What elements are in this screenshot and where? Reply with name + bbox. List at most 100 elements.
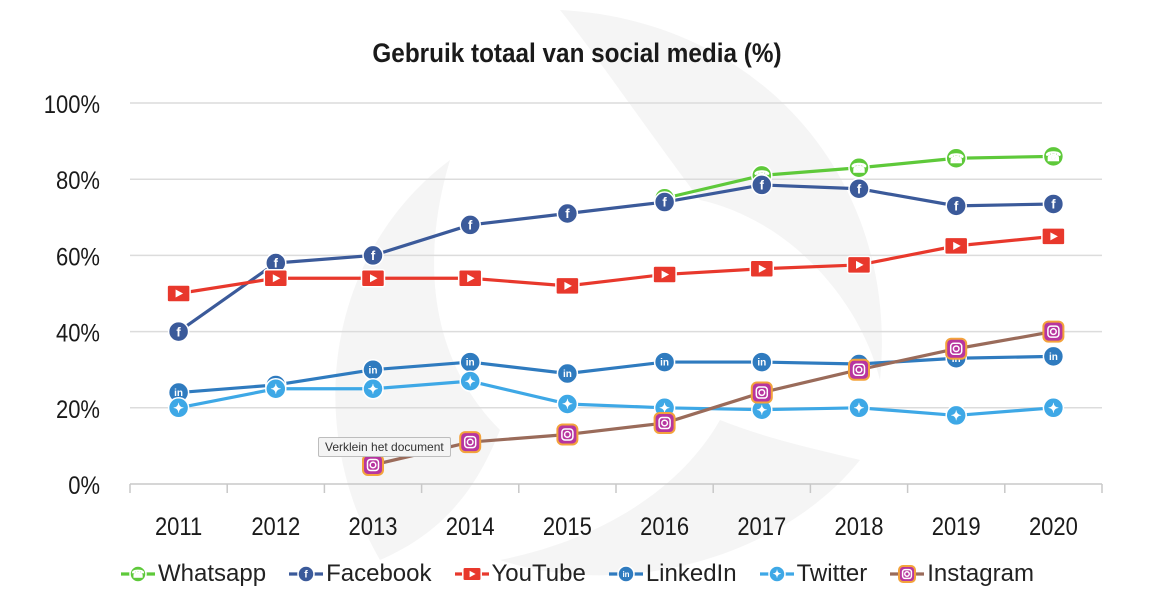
legend-label: Whatsapp [158, 560, 267, 587]
legend: ☎ Whatsapp f Facebook YouTube in LinkedIn ✦ Twit… [0, 560, 1154, 588]
x-tick-label: 2012 [251, 513, 300, 541]
data-point-linkedin: in [751, 351, 773, 373]
x-tick-label: 2020 [1029, 513, 1078, 541]
x-tick-label: 2017 [737, 513, 786, 541]
svg-text:f: f [954, 199, 959, 214]
legend-label: Facebook [326, 560, 432, 587]
data-point-facebook: f [556, 202, 579, 225]
data-point-youtube [652, 265, 677, 284]
svg-text:✦: ✦ [756, 402, 767, 417]
linkedin-icon: in [608, 565, 643, 583]
instagram-icon [890, 565, 925, 583]
legend-label: YouTube [491, 560, 586, 587]
data-point-youtube [166, 284, 191, 303]
svg-text:f: f [760, 178, 765, 193]
svg-text:✦: ✦ [854, 400, 865, 415]
data-point-instagram [653, 412, 676, 435]
data-point-linkedin: in [362, 358, 384, 381]
data-point-whatsapp: ☎ [1042, 145, 1065, 168]
data-point-twitter: ✦ [848, 397, 870, 419]
svg-text:f: f [1051, 197, 1056, 212]
legend-item-instagram[interactable]: Instagram [889, 560, 1034, 588]
legend-item-youtube[interactable]: YouTube [454, 560, 586, 588]
watermark-logo [335, 10, 882, 576]
data-point-facebook: f [1042, 193, 1065, 215]
x-tick-label: 2018 [835, 513, 884, 541]
svg-text:f: f [857, 181, 862, 196]
y-tick-label: 0% [68, 472, 100, 500]
legend-item-twitter[interactable]: ✦ Twitter [759, 560, 867, 588]
twitter-icon: ✦ [759, 565, 794, 583]
legend-item-whatsapp[interactable]: ☎ Whatsapp [120, 560, 266, 588]
legend-label: Instagram [927, 560, 1034, 587]
x-tick-label: 2019 [932, 513, 981, 541]
svg-text:✦: ✦ [1048, 400, 1059, 415]
data-point-youtube [1041, 227, 1066, 246]
data-point-facebook: f [945, 195, 967, 217]
data-point-facebook: f [653, 191, 676, 213]
x-tick-label: 2013 [349, 513, 398, 541]
svg-text:in: in [466, 358, 475, 369]
svg-text:in: in [757, 358, 766, 369]
data-point-twitter: ✦ [362, 378, 384, 400]
data-point-instagram [848, 358, 870, 381]
svg-text:☎: ☎ [132, 570, 145, 581]
svg-text:✦: ✦ [951, 408, 962, 423]
data-point-linkedin: in [459, 351, 481, 373]
data-point-linkedin: in [1042, 345, 1065, 368]
svg-text:✦: ✦ [562, 397, 573, 412]
svg-text:f: f [468, 218, 473, 233]
svg-text:in: in [622, 570, 629, 579]
x-tick-label: 2016 [640, 513, 689, 541]
svg-text:f: f [662, 195, 667, 210]
svg-text:✦: ✦ [659, 400, 670, 415]
svg-text:in: in [174, 388, 183, 399]
x-tick-label: 2014 [446, 513, 495, 541]
data-point-twitter: ✦ [945, 404, 967, 427]
data-point-youtube [263, 269, 289, 288]
data-point-facebook: f [848, 177, 870, 200]
y-tick-label: 80% [56, 167, 100, 195]
youtube-icon [454, 566, 489, 582]
facebook-icon: f [289, 565, 324, 583]
svg-text:f: f [176, 324, 181, 339]
svg-text:✦: ✦ [465, 374, 476, 389]
whatsapp-icon: ☎ [121, 565, 156, 583]
data-point-youtube [846, 255, 872, 275]
svg-text:in: in [563, 369, 572, 380]
svg-text:f: f [304, 570, 308, 581]
svg-text:f: f [274, 256, 279, 271]
data-point-instagram [1042, 320, 1065, 343]
svg-text:☎: ☎ [1045, 149, 1061, 164]
data-point-twitter: ✦ [556, 393, 579, 415]
data-point-whatsapp: ☎ [945, 147, 967, 169]
legend-label: LinkedIn [645, 560, 737, 587]
data-point-instagram [556, 423, 579, 446]
legend-item-linkedin[interactable]: in LinkedIn [608, 560, 737, 588]
data-point-facebook: f [459, 214, 481, 236]
data-point-whatsapp: ☎ [848, 157, 870, 179]
data-point-facebook: f [167, 320, 190, 343]
chart-title: Gebruik totaal van social media (%) [372, 38, 782, 68]
data-point-twitter: ✦ [265, 378, 287, 400]
data-point-linkedin: in [653, 351, 676, 373]
svg-text:in: in [660, 358, 669, 369]
y-tick-label: 20% [56, 396, 100, 424]
series-line-instagram [372, 330, 1054, 467]
data-point-youtube [943, 236, 969, 256]
y-tick-label: 60% [56, 243, 100, 271]
data-point-instagram [945, 337, 968, 360]
svg-text:in: in [369, 365, 378, 376]
data-point-youtube [457, 269, 483, 288]
series-line-facebook [177, 183, 1054, 333]
data-point-facebook: f [362, 244, 384, 267]
data-point-facebook: f [751, 174, 773, 196]
legend-item-facebook[interactable]: f Facebook [288, 560, 432, 588]
data-point-youtube [749, 259, 775, 278]
data-point-twitter: ✦ [167, 397, 190, 419]
data-point-youtube [555, 276, 580, 296]
data-point-twitter: ✦ [459, 370, 481, 392]
series-line-twitter [178, 379, 1054, 418]
